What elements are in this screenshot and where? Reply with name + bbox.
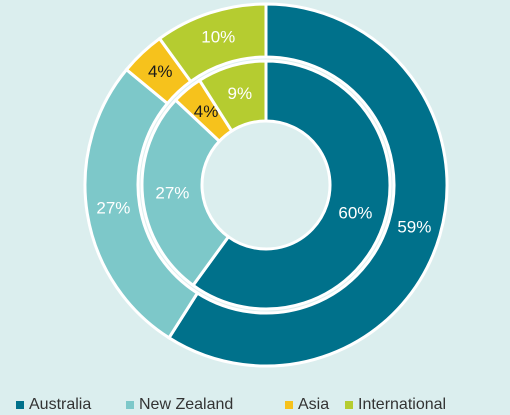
slice-label: 59% bbox=[397, 218, 431, 237]
legend-label: New Zealand bbox=[139, 396, 233, 413]
legend-swatch bbox=[285, 401, 293, 409]
donut-slice bbox=[140, 97, 231, 288]
legend-label: International bbox=[358, 396, 446, 413]
legend-swatch bbox=[16, 401, 24, 409]
legend-swatch bbox=[126, 401, 134, 409]
slice-label: 27% bbox=[155, 183, 189, 202]
legend-label: Asia bbox=[298, 396, 329, 413]
donut-slice bbox=[197, 59, 268, 134]
donut-slice bbox=[166, 2, 449, 368]
donut-slice bbox=[191, 59, 392, 311]
slice-label: 4% bbox=[194, 102, 219, 121]
slice-label: 10% bbox=[201, 28, 235, 47]
slice-label: 9% bbox=[227, 84, 252, 103]
legend-swatch bbox=[345, 401, 353, 409]
slice-label: 27% bbox=[96, 199, 130, 218]
slice-label: 60% bbox=[338, 204, 372, 223]
donut-slice bbox=[157, 2, 268, 84]
slice-label: 4% bbox=[148, 62, 173, 81]
legend-label: Australia bbox=[29, 396, 91, 413]
